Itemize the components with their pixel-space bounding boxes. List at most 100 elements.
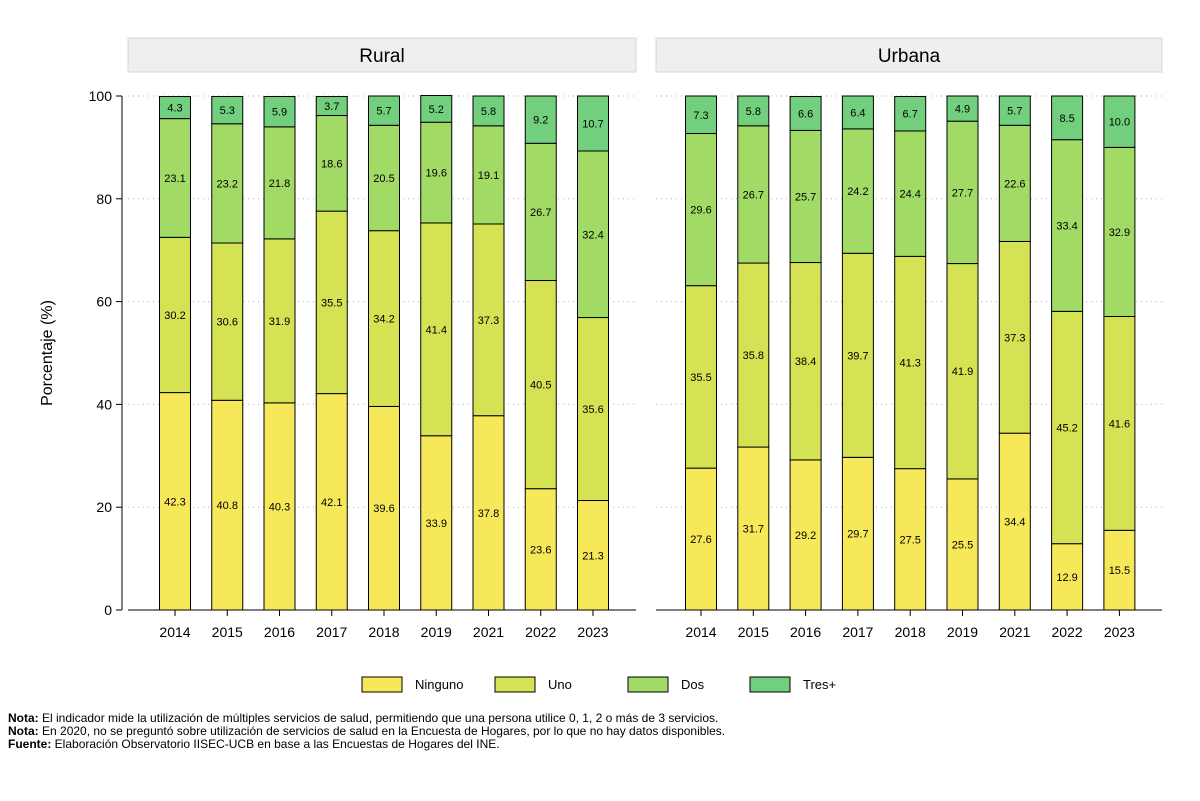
bar-segment [841, 128, 874, 254]
bar-segment [159, 96, 191, 120]
x-tick-label: 2014 [685, 624, 716, 640]
note-2: Nota: En 2020, no se preguntó sobre util… [8, 724, 726, 738]
data-label: 29.2 [795, 530, 816, 542]
data-label: 5.8 [746, 106, 761, 118]
x-tick-label: 2017 [316, 624, 347, 640]
bar-segment [685, 285, 717, 469]
bar-segment [472, 125, 505, 225]
data-label: 42.1 [321, 497, 342, 509]
data-label: 27.6 [690, 534, 711, 546]
x-tick-label: 2016 [264, 624, 295, 640]
bar-segment [737, 262, 770, 448]
bar-segment [577, 500, 609, 611]
data-label: 37.3 [1004, 332, 1025, 344]
note-1: Nota: El indicador mide la utilización d… [8, 711, 719, 725]
bar-segment [685, 467, 717, 611]
bar-segment [315, 115, 348, 212]
bar-segment [841, 456, 874, 611]
legend-swatch [361, 676, 403, 693]
notes: Nota: El indicador mide la utilización d… [8, 712, 725, 751]
bar-segment [420, 121, 453, 224]
bar-segment [946, 95, 979, 122]
x-tick-label: 2019 [947, 624, 978, 640]
data-label: 12.9 [1056, 572, 1077, 584]
data-label: 3.7 [324, 101, 339, 113]
data-label: 39.6 [373, 503, 394, 515]
bar-segment [841, 252, 874, 458]
bar-segment [263, 238, 296, 404]
data-label: 23.1 [164, 173, 185, 185]
x-tick-label: 2022 [1052, 624, 1083, 640]
chart: 0 20 40 60 80 100 Porcentaje (%) Rural 2014 42.3 3… [39, 37, 1163, 693]
bar-segment [524, 488, 557, 611]
bar-segment [998, 124, 1031, 242]
data-label: 7.3 [693, 110, 708, 122]
bar-segment [211, 242, 244, 401]
bar-segment [315, 96, 348, 117]
bar-segment [211, 399, 244, 611]
data-label: 22.6 [1004, 178, 1025, 190]
bar-segment [211, 123, 244, 244]
data-label: 25.5 [952, 539, 973, 551]
x-tick-label: 2018 [368, 624, 399, 640]
y-axis-title: Porcentaje (%) [39, 300, 56, 406]
data-label: 24.2 [847, 186, 868, 198]
bar-segment [737, 125, 770, 264]
bar-segment [946, 478, 979, 611]
bar-segment [368, 230, 400, 407]
bar-segment [1103, 146, 1136, 318]
y-tick-label: 20 [96, 499, 112, 515]
bar-segment [789, 459, 822, 611]
x-tick-label: 2015 [738, 624, 769, 640]
bar-segment [1103, 316, 1136, 531]
data-label: 32.9 [1109, 227, 1130, 239]
data-label: 32.4 [582, 229, 603, 241]
bar-segment [420, 435, 453, 611]
data-label: 5.7 [1007, 106, 1022, 118]
bar-segment [841, 95, 874, 130]
bar-segment [472, 223, 505, 417]
data-label: 6.6 [798, 108, 813, 120]
x-tick-label: 2017 [842, 624, 873, 640]
panel-title: Rural [359, 46, 404, 67]
data-label: 5.8 [481, 106, 496, 118]
data-label: 40.5 [530, 380, 551, 392]
bar-segment [524, 95, 557, 144]
bar-segment [368, 405, 400, 611]
source-note: Fuente: Elaboración Observatorio IISEC-U… [8, 737, 500, 751]
bar-segment [998, 95, 1031, 126]
bar-segment [368, 124, 400, 232]
data-label: 8.5 [1059, 113, 1074, 125]
bar-segment [577, 150, 609, 319]
data-label: 31.7 [743, 524, 764, 536]
data-label: 10.0 [1109, 117, 1130, 129]
x-tick-label: 2021 [999, 624, 1030, 640]
y-tick-label: 0 [104, 602, 112, 618]
data-label: 42.3 [164, 496, 185, 508]
data-label: 15.5 [1109, 565, 1130, 577]
data-label: 5.2 [429, 104, 444, 116]
x-tick-label: 2022 [525, 624, 556, 640]
data-label: 35.8 [743, 350, 764, 362]
bar-segment [211, 96, 244, 125]
bar-segment [789, 129, 822, 264]
data-label: 23.6 [530, 544, 551, 556]
data-label: 6.4 [850, 107, 865, 119]
data-label: 37.8 [478, 508, 499, 520]
legend-label: Uno [548, 677, 572, 692]
bar-segment [472, 95, 505, 127]
bar-segment [998, 432, 1031, 611]
x-tick-label: 2014 [159, 624, 190, 640]
y-tick-label: 40 [96, 396, 112, 412]
data-label: 29.6 [690, 205, 711, 217]
bar-segment [159, 118, 191, 238]
data-label: 5.3 [220, 105, 235, 117]
data-label: 30.2 [164, 310, 185, 322]
bar-segment [685, 95, 717, 135]
data-label: 9.2 [533, 115, 548, 127]
data-label: 30.6 [217, 317, 238, 329]
data-label: 18.6 [321, 158, 342, 170]
legend-label: Ninguno [415, 677, 463, 692]
data-label: 29.7 [847, 529, 868, 541]
data-label: 40.3 [269, 501, 290, 513]
